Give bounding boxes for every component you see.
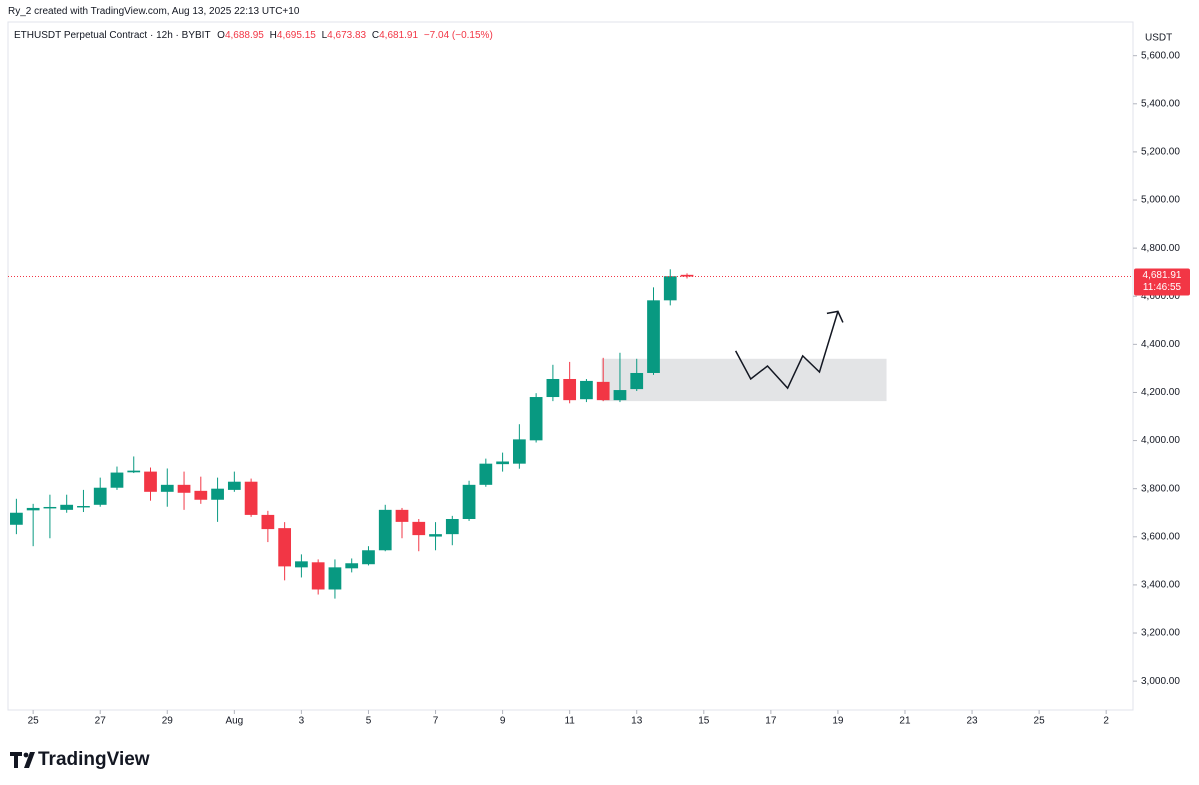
countdown: 11:46:55	[1143, 282, 1182, 293]
candle-body	[563, 378, 577, 401]
legend-value: 4,681.91	[379, 30, 419, 41]
candle-body	[596, 381, 610, 401]
candle-body	[60, 504, 74, 510]
x-tick-label: 25	[1034, 716, 1046, 727]
brand-logo	[10, 752, 35, 768]
candle-body	[630, 372, 644, 390]
price-tag-label: 4,681.91	[1143, 270, 1182, 281]
y-unit: USDT	[1145, 33, 1172, 44]
y-tick-label: 3,800.00	[1141, 483, 1180, 494]
y-tick-label: 4,000.00	[1141, 435, 1180, 446]
candle-body	[546, 378, 560, 398]
candle-body	[144, 471, 157, 492]
x-tick-label: 5	[366, 716, 372, 727]
x-tick-label: 3	[299, 716, 305, 727]
y-tick-label: 4,200.00	[1141, 387, 1180, 398]
y-tick-label: 3,000.00	[1141, 676, 1180, 687]
candle-body	[244, 481, 258, 515]
x-tick-label: 15	[698, 716, 710, 727]
y-tick-label: 5,200.00	[1141, 147, 1180, 158]
candle-body	[512, 439, 526, 464]
x-tick-label: 2	[1103, 716, 1109, 727]
candle-body	[362, 550, 375, 565]
x-tick-label: 29	[162, 716, 174, 727]
candle-body	[613, 390, 627, 401]
candle-body	[580, 380, 593, 400]
candle-body	[110, 472, 124, 488]
candle-body	[328, 567, 342, 590]
candle-body	[295, 561, 308, 568]
x-tick-label: 23	[966, 716, 978, 727]
legend-value: 4,673.83	[327, 30, 367, 41]
y-tick-label: 4,400.00	[1141, 339, 1180, 350]
plot-frame	[7, 21, 1134, 711]
arrow-head	[826, 310, 844, 323]
candle-body	[43, 506, 57, 509]
legend-value: 4,695.15	[276, 30, 316, 41]
x-tick-label: 19	[832, 716, 844, 727]
candle-body	[311, 562, 325, 590]
candle-body	[278, 528, 292, 567]
candle-body	[395, 509, 409, 522]
chart-header: ETHUSDT Perpetual Contract · 12h · BYBIT…	[14, 30, 493, 41]
legend-value: 4,688.95	[224, 30, 264, 41]
legend-change: −7.04 (−0.15%)	[423, 30, 493, 41]
candle-body	[429, 534, 442, 537]
brand-name: TradingView	[38, 749, 150, 770]
y-tick-label: 5,400.00	[1141, 98, 1180, 109]
y-tick-label: 3,400.00	[1141, 580, 1180, 591]
candle-body	[647, 300, 660, 373]
legend-key: C	[371, 30, 380, 41]
candle-body	[93, 487, 107, 505]
candle-body	[127, 470, 141, 473]
candle-body	[479, 463, 493, 485]
candle-body	[412, 521, 426, 536]
candle-body	[194, 490, 208, 500]
candle-body	[211, 488, 224, 500]
candle-body	[77, 506, 90, 508]
x-tick-label: 21	[899, 716, 911, 727]
candle-body	[680, 274, 694, 277]
x-tick-label: 25	[28, 716, 40, 727]
candle-body	[26, 507, 40, 511]
attribution: Ry_2 created with TradingView.com, Aug 1…	[8, 6, 300, 17]
candle-body	[663, 276, 677, 301]
x-tick-label: 17	[765, 716, 777, 727]
candle-body	[177, 484, 191, 493]
candle-body	[261, 514, 275, 530]
x-tick-label: 7	[433, 716, 439, 727]
x-tick-label: Aug	[225, 716, 243, 727]
candle-body	[160, 484, 174, 492]
y-tick-label: 3,200.00	[1141, 628, 1180, 639]
candle-body	[496, 461, 509, 465]
candle-body	[378, 509, 392, 551]
candle-body	[462, 484, 476, 519]
candle-body	[529, 397, 543, 441]
candle-body	[345, 563, 359, 569]
candle-body	[227, 481, 241, 490]
projection-path	[734, 311, 839, 390]
y-tick-label: 4,600.00	[1141, 291, 1180, 302]
x-tick-label: 27	[95, 716, 107, 727]
x-tick-label: 13	[631, 716, 643, 727]
price-tag	[1134, 268, 1190, 296]
candle-body	[10, 512, 23, 525]
x-tick-label: 11	[564, 716, 575, 727]
y-tick-label: 3,600.00	[1141, 531, 1180, 542]
x-tick-label: 9	[500, 716, 506, 727]
legend-key: L	[321, 30, 328, 41]
chart-title: ETHUSDT Perpetual Contract · 12h · BYBIT	[14, 30, 211, 41]
y-tick-label: 5,600.00	[1141, 50, 1180, 61]
candle-body	[445, 518, 459, 535]
y-tick-label: 5,000.00	[1141, 195, 1180, 206]
y-tick-label: 4,800.00	[1141, 243, 1180, 254]
legend-key: O	[217, 30, 225, 41]
legend-key: H	[269, 30, 277, 41]
